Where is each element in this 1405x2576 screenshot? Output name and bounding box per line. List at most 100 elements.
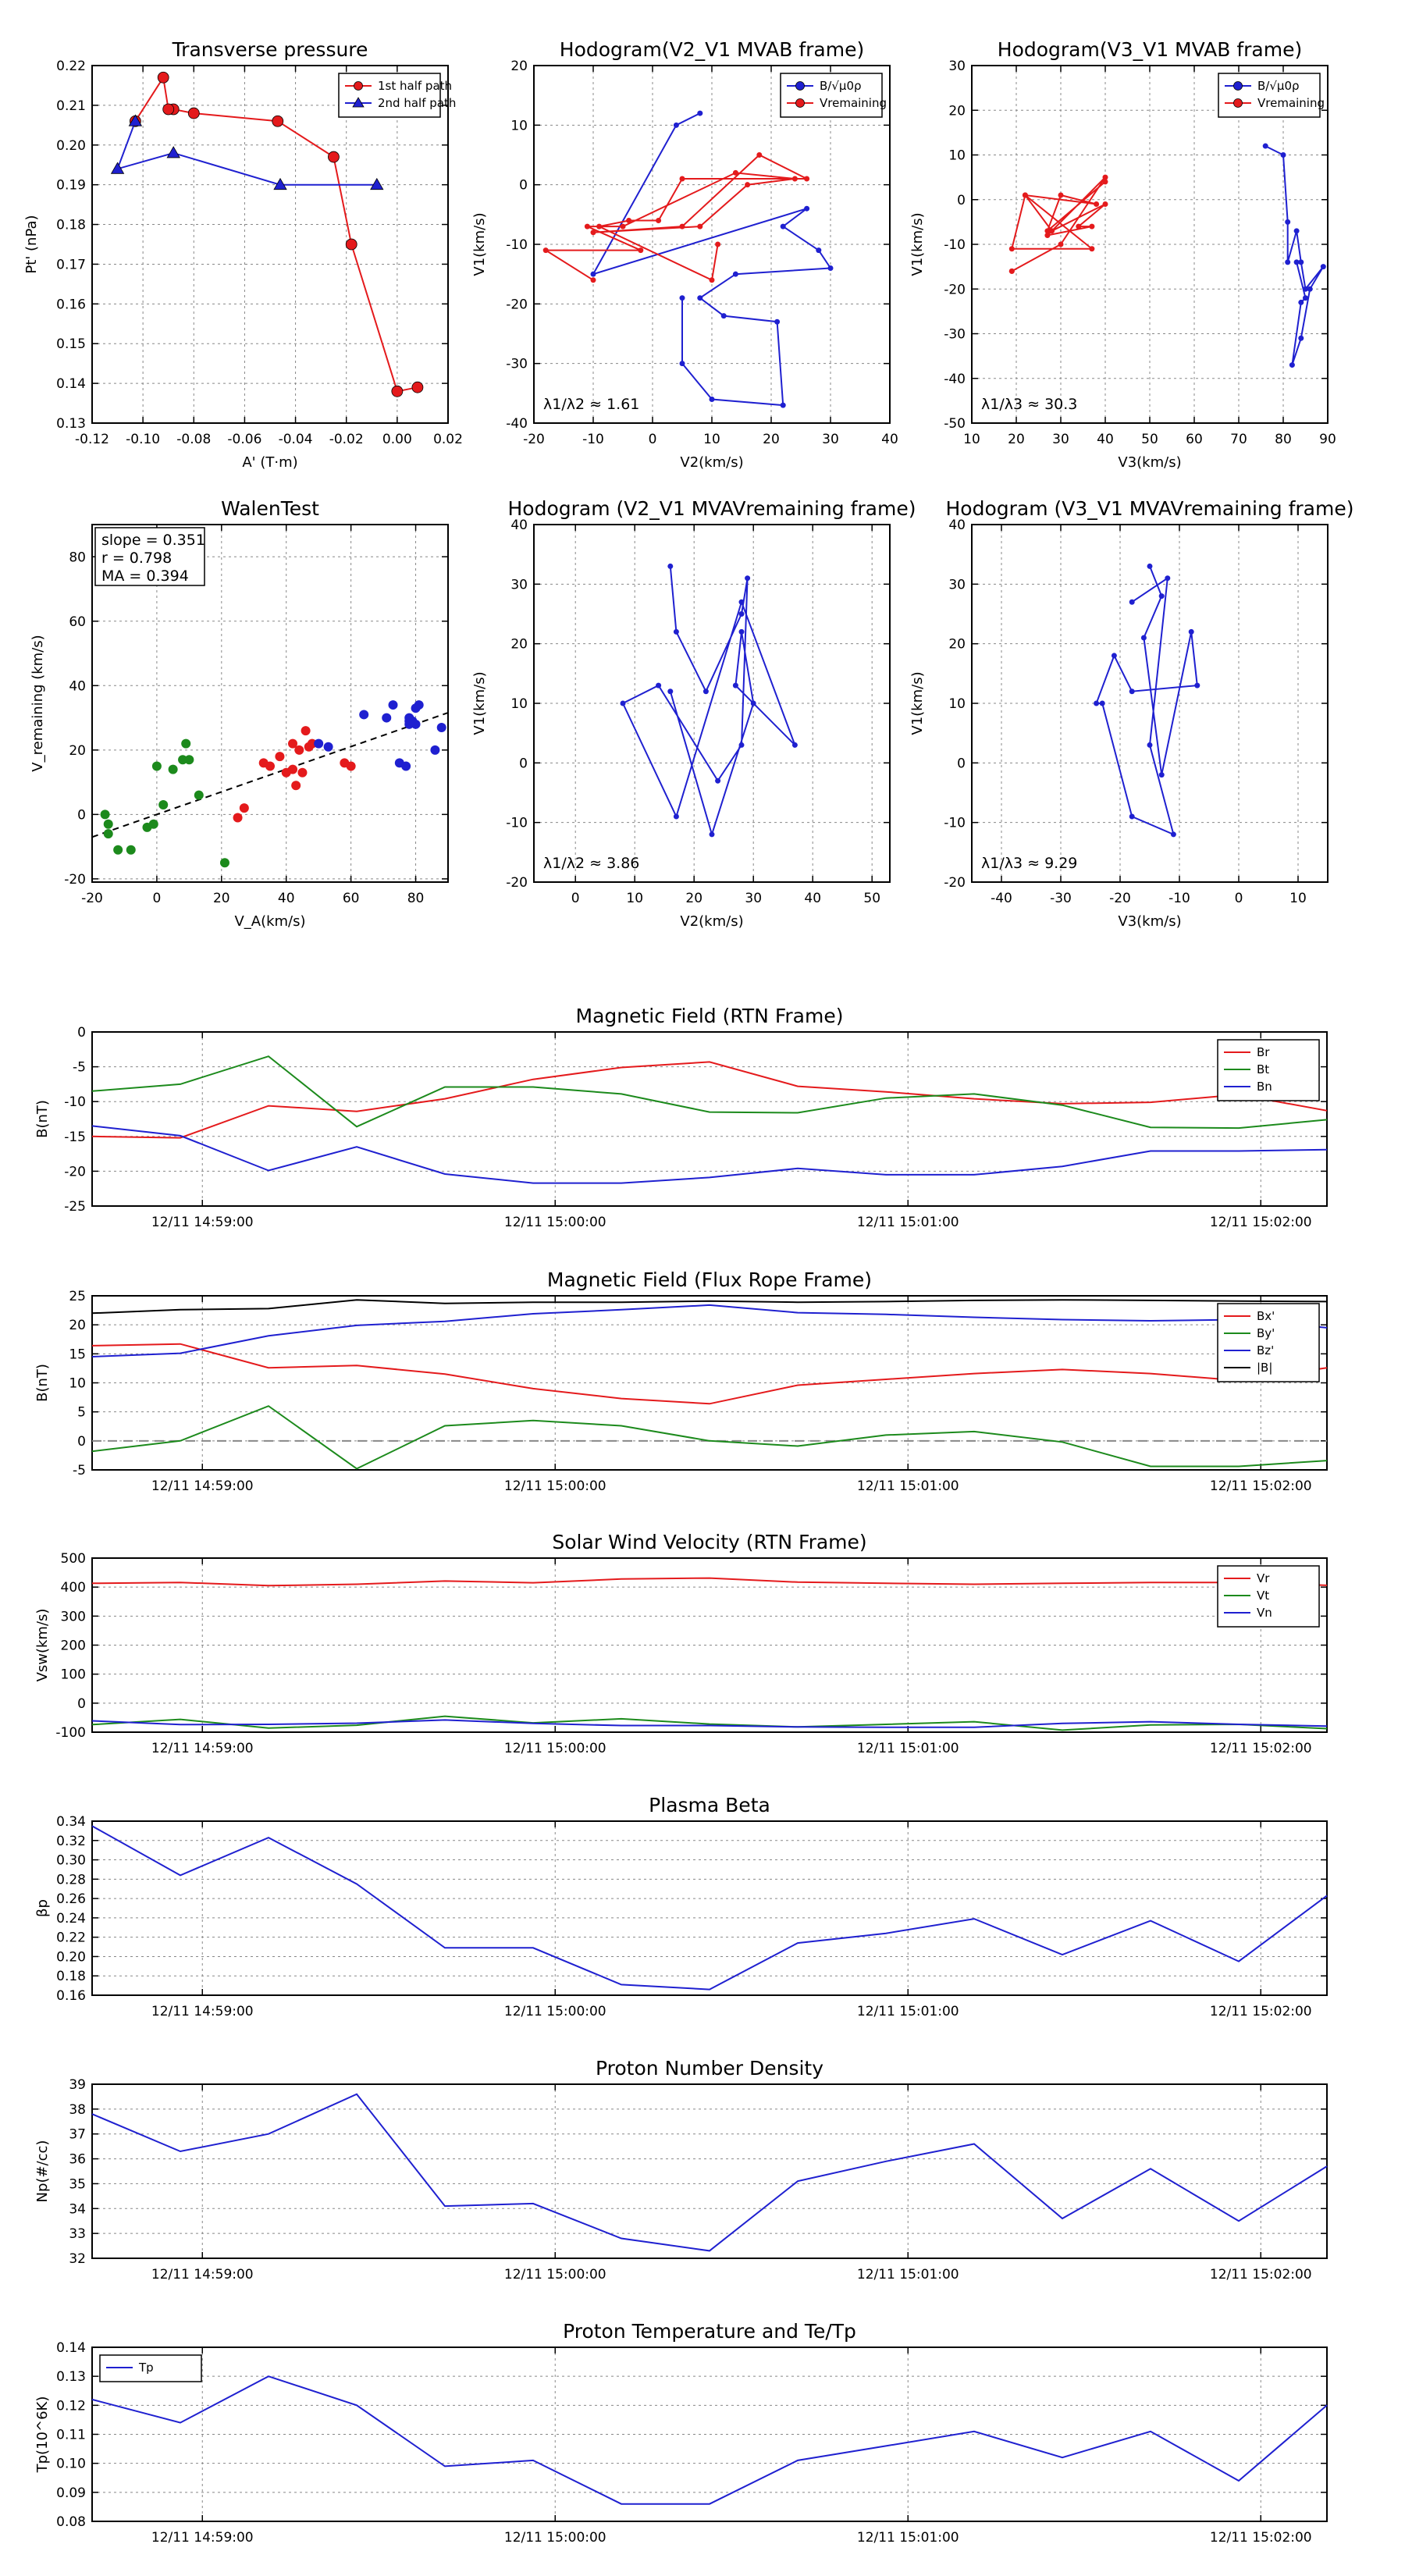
data-point — [345, 238, 357, 251]
data-point — [620, 223, 626, 229]
x-tick-label: 12/11 15:01:00 — [857, 1478, 959, 1494]
legend-label: By' — [1257, 1326, 1275, 1340]
scatter-point — [158, 799, 169, 809]
x-tick-label: -20 — [81, 891, 103, 906]
legend — [780, 73, 883, 118]
scatter-point — [178, 755, 188, 765]
y-tick-label: 0.21 — [56, 98, 86, 114]
legend-marker — [354, 81, 363, 91]
x-tick-label: 10 — [703, 432, 720, 447]
data-point — [370, 177, 384, 190]
y-tick-label: -40 — [506, 416, 528, 432]
y-tick-label: 0 — [957, 756, 966, 771]
hodo_v2v1_mvav-eigen-ratio: λ1/λ2 ≈ 3.86 — [543, 855, 639, 872]
y-tick-label: 10 — [948, 696, 966, 712]
scatter-point — [275, 752, 285, 762]
data-point — [1298, 299, 1304, 305]
data-point — [1099, 700, 1105, 706]
data-point — [1140, 635, 1147, 641]
legend-label: Bt — [1257, 1062, 1269, 1076]
data-point — [702, 688, 709, 695]
legend-marker — [352, 97, 365, 108]
scatter-point — [401, 761, 411, 771]
walen-ylabel: V_remaining (km/s) — [30, 635, 46, 771]
data-point — [1158, 593, 1165, 600]
data-point — [1170, 831, 1176, 838]
hodo_v2v1_mvab-title: Hodogram(V2_V1 MVAB frame) — [560, 38, 864, 61]
x-tick-label: 0 — [1235, 891, 1243, 906]
y-tick-label: 0.34 — [56, 1814, 86, 1830]
data-point — [1089, 246, 1095, 252]
x-tick-label: 10 — [963, 432, 980, 447]
scatter-point — [314, 738, 324, 749]
y-tick-label: 0.22 — [56, 1930, 86, 1946]
y-tick-label: 0 — [77, 1696, 86, 1712]
hodo_v3v1_mvab-eigen-ratio: λ1/λ3 ≈ 30.3 — [981, 396, 1077, 413]
scatter-point — [181, 738, 191, 749]
y-tick-label: 0 — [77, 1434, 86, 1450]
x-tick-label: 12/11 15:01:00 — [857, 1741, 959, 1756]
data-point — [590, 229, 596, 236]
x-tick-label: 12/11 14:59:00 — [151, 1741, 254, 1756]
walen-axes-frame — [91, 524, 449, 883]
x-tick-label: 12/11 14:59:00 — [151, 1478, 254, 1494]
y-tick-label: 0.14 — [56, 376, 86, 392]
y-tick-label: 0 — [519, 178, 528, 194]
data-point — [791, 176, 798, 182]
scatter-point — [194, 790, 204, 800]
data-point — [166, 146, 180, 158]
data-point — [715, 777, 721, 784]
x-tick-label: -0.10 — [126, 432, 160, 447]
x-tick-label: 40 — [1097, 432, 1114, 447]
series-line — [91, 1343, 1328, 1405]
x-tick-label: 80 — [1275, 432, 1292, 447]
data-point — [1102, 201, 1108, 207]
data-point — [697, 295, 703, 301]
data-point — [745, 575, 751, 582]
legend-label: Br — [1257, 1045, 1270, 1059]
y-tick-label: -5 — [73, 1060, 86, 1076]
x-tick-label: -0.08 — [176, 432, 211, 447]
series-line — [91, 1304, 1328, 1357]
y-tick-label: -20 — [506, 297, 528, 312]
series-line — [91, 1719, 1328, 1728]
data-point — [1285, 219, 1291, 225]
data-point — [667, 688, 674, 695]
y-tick-label: 0.17 — [56, 257, 86, 272]
x-tick-label: 0 — [152, 891, 161, 906]
data-point — [738, 742, 745, 748]
y-tick-label: 10 — [510, 696, 528, 712]
data-point — [738, 599, 745, 605]
x-tick-label: -10 — [1168, 891, 1190, 906]
scatter-point — [359, 710, 369, 720]
data-point — [1044, 228, 1051, 234]
y-tick-label: 0.09 — [56, 2485, 86, 2501]
transverse-axes-frame — [91, 65, 449, 424]
x-tick-label: 10 — [1289, 891, 1307, 906]
x-tick-label: 12/11 15:02:00 — [1210, 2004, 1312, 2019]
y-tick-label: 0.13 — [56, 2369, 86, 2385]
y-tick-label: 33 — [69, 2226, 86, 2242]
x-tick-label: 12/11 15:01:00 — [857, 1215, 959, 1230]
velocity-chart: -100 0 100 200 300 400 500 12/11 14:59:00 12/11 … — [34, 1531, 1328, 1756]
data-point — [1076, 223, 1082, 229]
data-point — [1298, 259, 1304, 265]
data-point — [328, 151, 340, 163]
data-point — [679, 361, 685, 367]
x-tick-label: -10 — [582, 432, 604, 447]
data-point — [1102, 179, 1108, 185]
x-tick-label: 30 — [745, 891, 762, 906]
y-tick-label: 0.20 — [56, 1949, 86, 1965]
x-tick-label: 12/11 15:02:00 — [1210, 2267, 1312, 2282]
data-point — [667, 563, 674, 569]
data-point — [128, 114, 143, 126]
data-point — [391, 385, 404, 397]
data-point — [1022, 192, 1028, 198]
y-tick-label: -100 — [55, 1725, 86, 1741]
data-point — [590, 271, 596, 277]
y-tick-label: 0 — [519, 756, 528, 771]
y-tick-label: 10 — [69, 1376, 86, 1392]
y-tick-label: -20 — [506, 875, 528, 891]
density-chart: 32 33 34 35 36 37 38 39 12/11 14:59:00 12/11 15:0… — [34, 2057, 1328, 2282]
scatter-point — [346, 761, 356, 771]
